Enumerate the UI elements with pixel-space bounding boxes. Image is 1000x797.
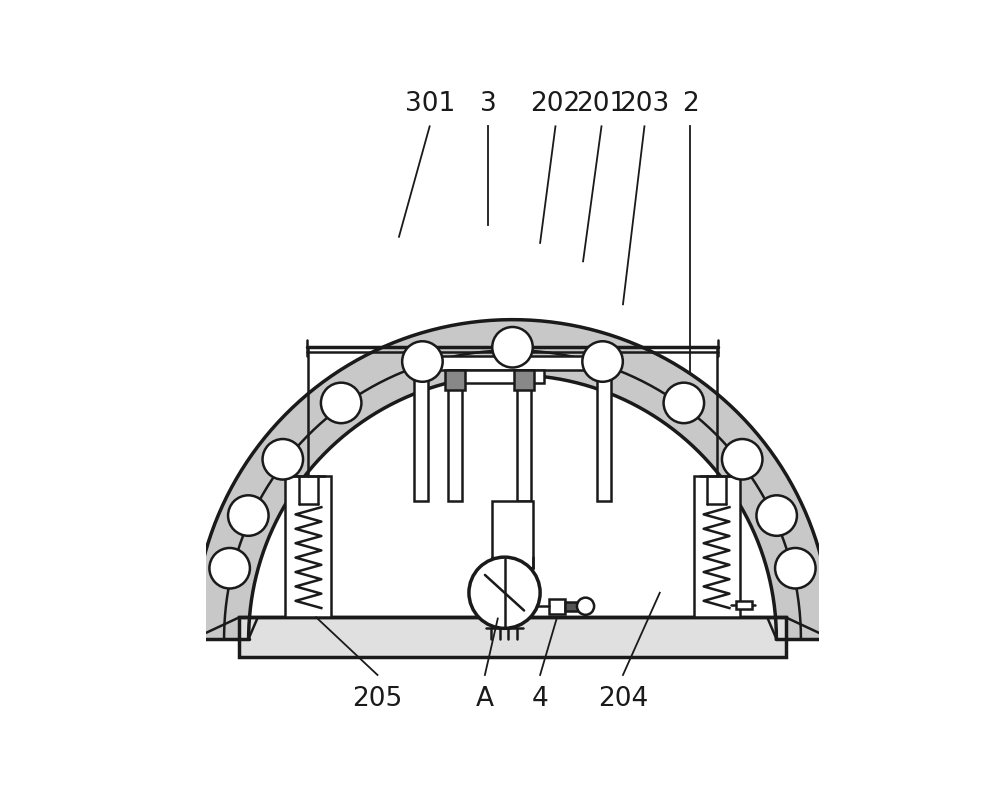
Text: 2: 2: [682, 91, 699, 117]
Text: 203: 203: [619, 91, 670, 117]
Bar: [239, 617, 786, 658]
Text: 4: 4: [532, 686, 548, 712]
Bar: [414, 356, 611, 370]
Bar: [414, 356, 428, 501]
Bar: [549, 599, 565, 614]
Circle shape: [664, 383, 704, 423]
Text: 201: 201: [576, 91, 627, 117]
Bar: [736, 601, 752, 609]
Text: 205: 205: [352, 686, 403, 712]
Bar: [285, 476, 331, 617]
Circle shape: [756, 495, 797, 536]
Polygon shape: [193, 320, 832, 638]
Circle shape: [577, 598, 594, 614]
Bar: [565, 602, 578, 611]
Circle shape: [582, 341, 623, 382]
Bar: [445, 370, 465, 391]
Text: 301: 301: [405, 91, 455, 117]
Bar: [492, 501, 533, 568]
Bar: [597, 356, 611, 501]
Text: 3: 3: [480, 91, 496, 117]
Bar: [448, 370, 462, 501]
Circle shape: [402, 341, 443, 382]
Circle shape: [775, 548, 816, 588]
Bar: [517, 370, 531, 501]
Text: A: A: [476, 686, 494, 712]
Circle shape: [228, 495, 269, 536]
Bar: [694, 476, 740, 617]
Circle shape: [263, 439, 303, 480]
Circle shape: [469, 557, 540, 628]
Circle shape: [492, 327, 533, 367]
Bar: [448, 370, 544, 383]
Text: 204: 204: [598, 686, 648, 712]
Circle shape: [321, 383, 361, 423]
Text: 202: 202: [530, 91, 581, 117]
Circle shape: [722, 439, 762, 480]
Bar: [514, 370, 534, 391]
Circle shape: [209, 548, 250, 588]
